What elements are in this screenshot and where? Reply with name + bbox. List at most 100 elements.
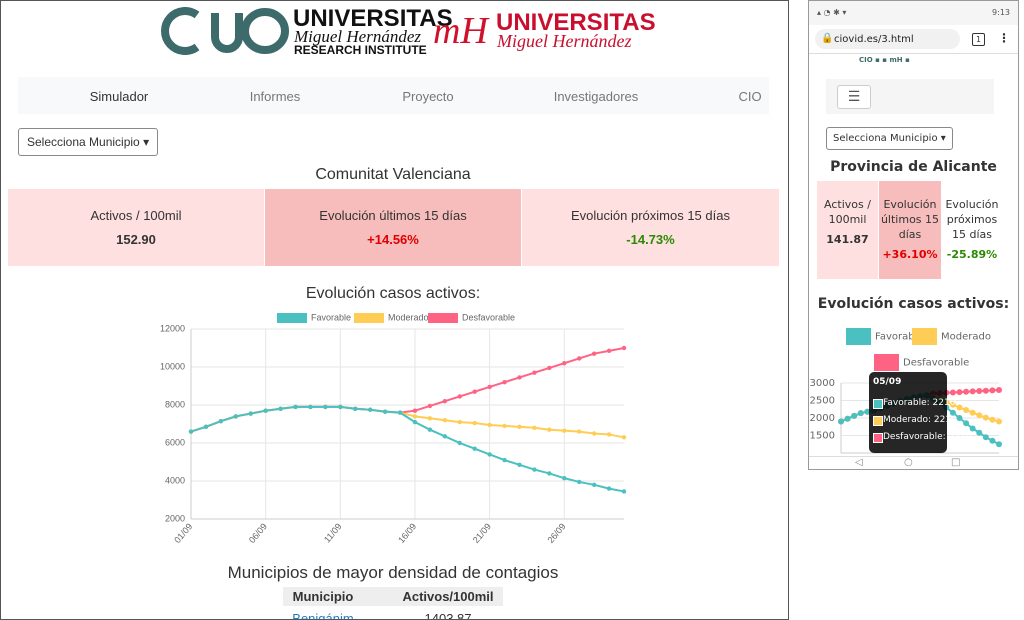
stat-value: -25.89% xyxy=(946,248,998,261)
point xyxy=(963,406,970,413)
status-bar xyxy=(809,1,1018,25)
point xyxy=(956,404,963,411)
dropdown[interactable]: Selecciona Municipio ▾ xyxy=(826,127,953,150)
y-tick-label: 2000 xyxy=(810,413,835,424)
y-tick-label: 8000 xyxy=(165,399,185,409)
point xyxy=(969,409,976,416)
point xyxy=(857,410,864,417)
tooltip-swatch xyxy=(873,399,883,409)
nav-link[interactable]: Proyecto xyxy=(402,89,454,104)
point xyxy=(487,384,492,390)
point xyxy=(263,408,268,413)
point xyxy=(851,412,858,419)
point xyxy=(562,475,567,481)
stat-value: +14.56% xyxy=(367,232,419,247)
table-title: Municipios de mayor densidad de contagio… xyxy=(227,563,559,582)
table-link[interactable]: Benigánim xyxy=(292,611,354,620)
point xyxy=(963,388,970,395)
tooltip-swatch xyxy=(873,416,883,426)
legend-label: Favorable xyxy=(311,312,351,322)
logo-text: Miguel Hernández xyxy=(497,31,632,51)
point xyxy=(218,418,224,424)
series-line xyxy=(190,347,625,433)
point xyxy=(976,388,983,395)
x-tick-label: 21/09 xyxy=(471,521,493,545)
back-button[interactable]: ◁ xyxy=(855,457,863,468)
mobile-view: ▴ ◔ ✱ ▾ 9:13 🔒 ciovid.es/3.html 1 ⋮ CIO … xyxy=(808,0,1019,470)
stat-label: Activos / 100mil xyxy=(824,198,871,226)
legend-swatch xyxy=(354,313,384,323)
point xyxy=(982,414,989,421)
chart-title: Evolución casos activos: xyxy=(817,296,1010,312)
point xyxy=(487,452,492,457)
table-header-cell: Activos/100mil xyxy=(402,589,494,604)
point xyxy=(457,419,462,425)
logo-text: Miguel Hernández xyxy=(294,27,422,46)
point xyxy=(188,429,194,434)
point xyxy=(956,415,963,421)
tooltip-title: 05/09 xyxy=(873,377,902,387)
home-button[interactable]: ○ xyxy=(904,457,913,468)
legend-label: Desfavorable xyxy=(462,312,515,322)
stat-value: -14.73% xyxy=(626,232,675,247)
point xyxy=(442,399,448,404)
logo-text: UNIVERSITAS xyxy=(293,5,453,32)
point xyxy=(502,380,507,385)
point xyxy=(562,428,567,433)
point xyxy=(621,489,627,494)
point xyxy=(606,432,612,437)
y-tick-label: 12000 xyxy=(160,323,185,333)
point xyxy=(532,370,537,375)
hamburger[interactable]: ☰ xyxy=(837,85,871,109)
point xyxy=(502,457,507,463)
point xyxy=(949,409,956,416)
point xyxy=(308,404,313,410)
status-time: 9:13 xyxy=(992,8,1010,17)
tooltip: 05/09 Favorable: 2210 Moderado: 2210 Des… xyxy=(869,372,971,453)
y-tick-label: 1500 xyxy=(810,431,835,442)
nav-link[interactable]: Simulador xyxy=(89,89,149,104)
nav-link[interactable]: Investigadores xyxy=(553,89,639,104)
point xyxy=(472,420,477,426)
point xyxy=(517,462,522,468)
point xyxy=(621,435,627,440)
y-tick-label: 3000 xyxy=(810,378,835,389)
stat-box xyxy=(522,189,779,266)
tab-count[interactable]: 1 xyxy=(972,33,985,46)
nav-link[interactable]: Informes xyxy=(249,89,301,104)
nav-link[interactable]: CIO xyxy=(738,89,762,104)
recent-button[interactable]: □ xyxy=(951,457,961,468)
point xyxy=(532,467,537,472)
x-tick-label: 11/09 xyxy=(322,521,344,544)
point xyxy=(353,406,358,411)
point xyxy=(412,408,418,413)
url-field[interactable] xyxy=(815,29,960,49)
stat-value: +36.10% xyxy=(882,248,938,261)
y-tick-label: 10000 xyxy=(160,361,185,371)
point xyxy=(323,404,328,410)
menu-dots[interactable]: ⋮ xyxy=(998,31,1010,45)
tooltip-line: Favorable: 2210 xyxy=(883,398,956,408)
point xyxy=(963,420,970,427)
url-text: ciovid.es/3.html xyxy=(834,34,914,45)
point xyxy=(577,356,582,361)
region-title: Provincia de Alicante xyxy=(830,159,997,175)
point xyxy=(427,416,433,421)
point xyxy=(969,388,976,395)
point xyxy=(989,416,996,423)
dropdown-label: Selecciona Municipio xyxy=(833,133,938,144)
point xyxy=(621,345,627,351)
table-header-cell: Municipio xyxy=(292,589,354,604)
point xyxy=(591,482,597,487)
y-tick-label: 4000 xyxy=(165,475,185,485)
series-line xyxy=(190,405,625,493)
point xyxy=(864,408,871,415)
point xyxy=(427,427,433,432)
table-cell: 1403.87 xyxy=(424,611,472,620)
tooltip-swatch xyxy=(873,433,883,443)
point xyxy=(517,375,522,380)
stat-label: Evolución próximos 15 días xyxy=(571,208,730,223)
point xyxy=(442,434,448,439)
dropdown[interactable]: Selecciona Municipio ▾ xyxy=(18,128,159,156)
